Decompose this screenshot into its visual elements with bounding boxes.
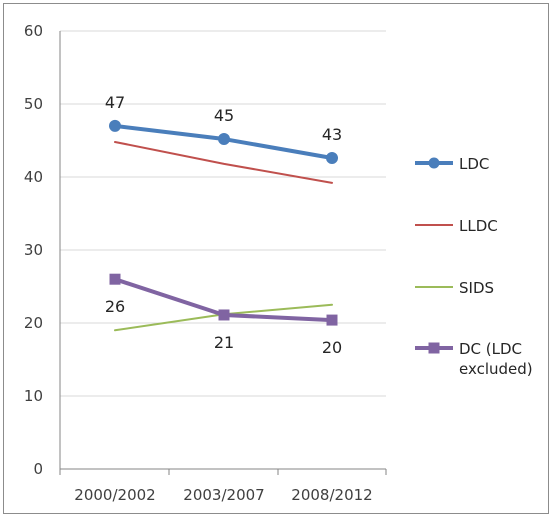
y-tick-label: 10 [24,387,43,405]
chart-frame [3,3,549,514]
data-point [109,273,121,285]
y-tick-label: 60 [24,22,43,40]
data-point [109,119,121,132]
legend-label: DC (LDC [459,340,522,358]
series-markers [109,119,338,326]
data-label: 45 [214,106,234,125]
legend-label: SIDS [459,279,494,297]
data-label: 21 [214,333,234,352]
legend-label: excluded) [459,360,533,378]
series-line-lldc [114,140,333,184]
series-lines [113,123,334,332]
x-tick-label: 2000/2002 [74,486,155,504]
legend: LDC LLDC SIDS DC (LDC excluded) [415,155,533,378]
data-point [326,152,338,165]
data-label: 47 [105,93,125,112]
y-tick-label: 40 [24,168,43,186]
data-label: 26 [105,297,125,316]
data-point [326,314,338,326]
legend-label: LLDC [459,217,498,235]
y-tick-label: 50 [24,95,43,113]
axes: 0 10 20 30 40 50 60 2000/2002 2003/2007 2008/2012 [24,22,387,504]
data-point [218,309,230,321]
data-label: 43 [322,125,342,144]
legend-marker [428,157,440,169]
data-point [218,133,230,146]
y-tick-label: 0 [33,460,43,478]
y-tick-label: 30 [24,241,43,259]
data-label: 20 [322,338,342,357]
legend-marker [428,342,440,354]
data-labels: 47 45 43 26 21 20 [105,93,342,357]
y-tick-label: 20 [24,314,43,332]
x-tick-label: 2008/2012 [291,486,372,504]
legend-label: LDC [459,155,489,173]
x-tick-label: 2003/2007 [183,486,264,504]
